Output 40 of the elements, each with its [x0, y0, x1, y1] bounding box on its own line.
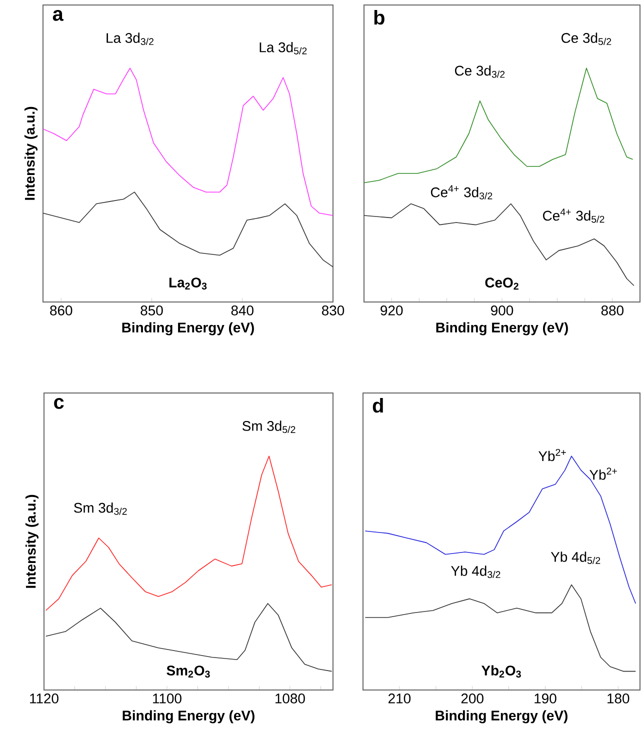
x-tick-label: 840	[231, 306, 254, 316]
x-axis-title: Binding Energy (eV)	[122, 710, 254, 724]
x-tick-label: 860	[50, 306, 72, 316]
x-tick-label: 830	[322, 306, 344, 316]
x-tick-label: 900	[491, 306, 514, 316]
series-label: Sm$_{2}$O$_{3}$	[166, 666, 210, 678]
x-tick-label: 880	[601, 306, 624, 316]
x-tick-label: 180	[608, 694, 630, 704]
x-axis-title: Binding Energy (eV)	[436, 710, 568, 724]
text: Yb$_{2}$O$_{3}$	[481, 665, 521, 678]
x-tick-label: 1120	[30, 694, 58, 704]
x-axis-title: Binding Energy (eV)	[436, 322, 568, 336]
annotation: La 3d$_{3/2}$	[106, 32, 154, 46]
annotation: Yb$^{2+}$	[538, 448, 566, 462]
annotation: Sm 3d$_{5/2}$	[242, 420, 296, 434]
x-tick-label: 200	[461, 694, 484, 704]
annotation: La 3d$_{5/2}$	[260, 42, 307, 54]
annotation: Ce$^{4+}$ 3d$_{3/2}$	[430, 185, 492, 200]
chart-title: c	[54, 398, 64, 409]
chart-title: b	[374, 10, 384, 25]
x-tick-label: 1100	[153, 694, 182, 704]
x-axis-title: Binding Energy (eV)	[122, 322, 254, 336]
annotation: Ce$^{4+}$ 3d$_{5/2}$	[543, 208, 604, 223]
annotation: Ce 3d$_{3/2}$	[454, 65, 505, 78]
text: CeO$_{2}$	[485, 278, 518, 290]
chart-title: a	[52, 10, 64, 21]
x-tick-label: 920	[380, 306, 403, 316]
series-label: La$_{2}$O$_{3}$	[169, 278, 207, 290]
annotation: Yb 4d$_{3/2}$	[451, 566, 500, 578]
x-tick-label: 850	[140, 306, 163, 316]
x-tick-label: 190	[534, 694, 556, 704]
annotation: Yb$^{2+}$	[590, 468, 617, 480]
annotation: Sm 3d$_{3/2}$	[74, 502, 127, 515]
y-axis-title: Intensity (a.u.)	[25, 494, 38, 588]
annotation: Yb 4d$_{5/2}$	[550, 552, 600, 564]
annotation: Ce 3d$_{5/2}$	[562, 32, 612, 46]
chart-title: d	[372, 398, 383, 413]
y-axis-title: Intensity (a.u.)	[24, 106, 38, 200]
x-tick-label: 1080	[276, 694, 305, 704]
x-tick-label: 210	[388, 694, 411, 704]
